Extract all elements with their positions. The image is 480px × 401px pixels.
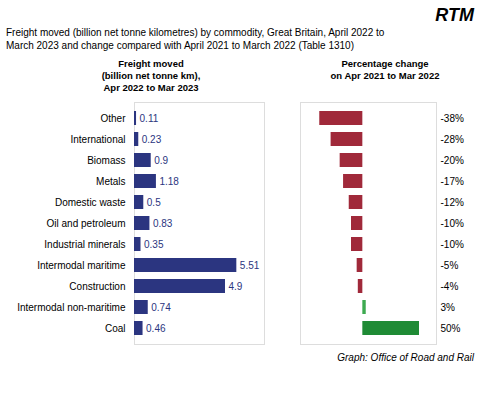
svg-text:Industrial minerals: Industrial minerals [44, 239, 125, 250]
svg-text:International: International [70, 134, 125, 145]
svg-text:0.46: 0.46 [146, 323, 166, 334]
svg-text:0.35: 0.35 [144, 239, 164, 250]
svg-text:-12%: -12% [441, 197, 464, 208]
svg-text:Domestic waste: Domestic waste [55, 197, 126, 208]
svg-text:Construction: Construction [69, 281, 125, 292]
html-text:Graph: Office of Road and Rail: Graph: Office of Road and Rail [337, 352, 474, 363]
svg-text:-17%: -17% [441, 176, 464, 187]
svg-text:Coal: Coal [105, 323, 126, 334]
svg-text:1.18: 1.18 [159, 176, 179, 187]
svg-text:Intermodal maritime: Intermodal maritime [37, 260, 126, 271]
svg-text:0.83: 0.83 [153, 218, 173, 229]
svg-text:Biomass: Biomass [87, 155, 125, 166]
svg-text:-28%: -28% [441, 134, 464, 145]
svg-text:50%: 50% [441, 323, 461, 334]
html-text:Percentage change on Apr 2021: Percentage change on Apr 2021 to Mar 202… [330, 58, 440, 81]
svg-text:0.5: 0.5 [147, 197, 161, 208]
html-text:Freight moved (billion net ton: Freight moved (billion net tonne km), Ap… [101, 58, 201, 93]
svg-text:-38%: -38% [441, 113, 464, 124]
svg-text:0.11: 0.11 [140, 113, 159, 124]
svg-text:Other: Other [100, 113, 126, 124]
html-text:RTM: RTM [435, 5, 474, 25]
svg-text:4.9: 4.9 [229, 281, 243, 292]
svg-text:-5%: -5% [441, 260, 459, 271]
html-text:Freight moved (billion net ton: Freight moved (billion net tonne kilomet… [6, 27, 385, 51]
svg-text:5.51: 5.51 [240, 260, 260, 271]
svg-text:0.9: 0.9 [154, 155, 168, 166]
svg-text:0.23: 0.23 [142, 134, 162, 145]
svg-text:-20%: -20% [441, 155, 464, 166]
svg-text:Oil and petroleum: Oil and petroleum [47, 218, 126, 229]
svg-text:3%: 3% [441, 302, 456, 313]
svg-text:Intermodal non-maritime: Intermodal non-maritime [17, 302, 126, 313]
svg-text:0.74: 0.74 [151, 302, 171, 313]
svg-text:-10%: -10% [441, 218, 464, 229]
svg-text:-10%: -10% [441, 239, 464, 250]
svg-text:-4%: -4% [441, 281, 459, 292]
svg-text:Metals: Metals [96, 176, 125, 187]
